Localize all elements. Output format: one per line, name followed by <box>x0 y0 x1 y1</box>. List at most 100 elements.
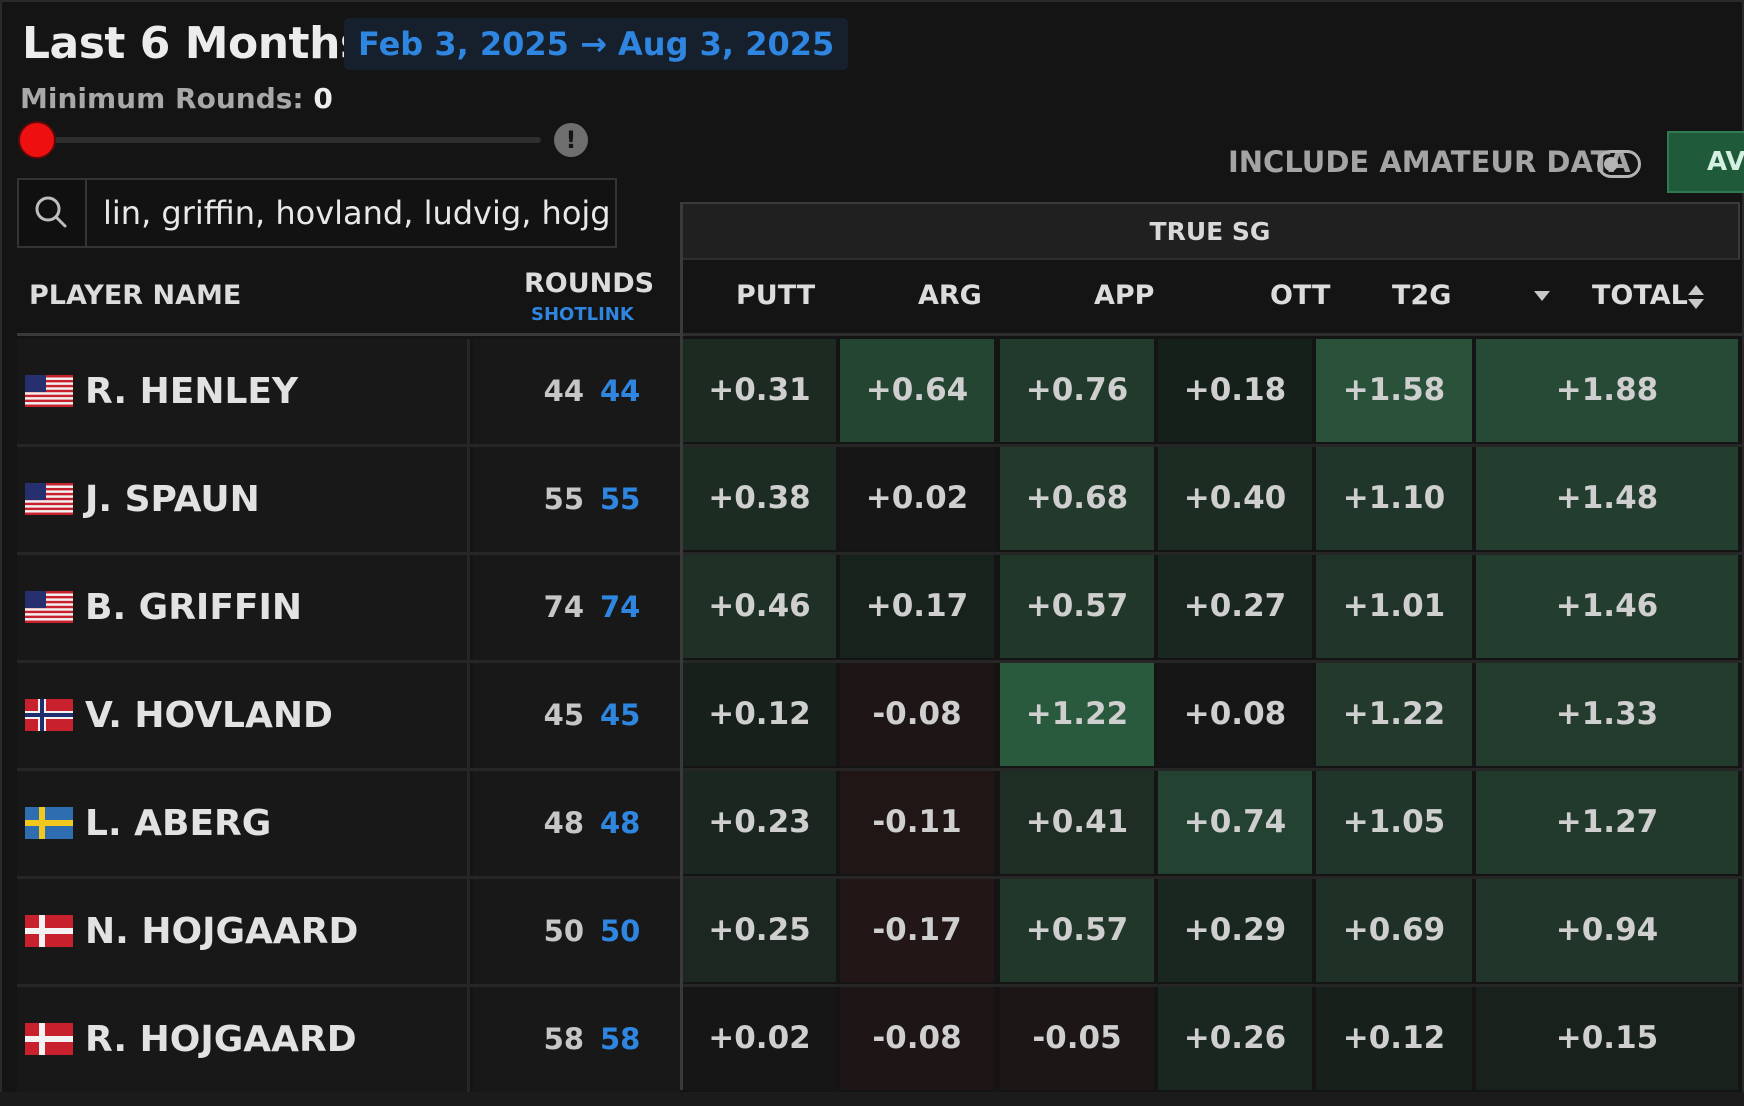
min-rounds-label: Minimum Rounds: 0 <box>20 82 333 115</box>
denmark-flag-icon <box>25 1023 73 1055</box>
rounds-cell: 45 45 <box>473 663 680 768</box>
rounds-value: 44 <box>543 374 584 408</box>
shotlink-rounds-value: 74 <box>600 590 641 624</box>
player-name[interactable]: R. HOJGAARD <box>85 1019 357 1060</box>
player-cell[interactable]: N. HOJGAARD <box>17 879 470 984</box>
min-rounds-value: 0 <box>313 82 333 115</box>
stat-cell-putt: +0.25 <box>683 879 836 982</box>
player-name[interactable]: N. HOJGAARD <box>85 911 359 952</box>
rounds-value: 74 <box>543 590 584 624</box>
rounds-cell: 74 74 <box>473 555 680 660</box>
rounds-cell: 55 55 <box>473 447 680 552</box>
info-icon[interactable]: ! <box>554 123 588 157</box>
stat-cell-arg: +0.64 <box>840 339 994 442</box>
player-cell[interactable]: L. ABERG <box>17 771 470 876</box>
us-flag-icon <box>25 375 73 407</box>
putt-header[interactable]: PUTT <box>736 280 816 311</box>
arg-header[interactable]: ARG <box>918 280 982 311</box>
min-rounds-text: Minimum Rounds: <box>20 82 304 115</box>
stat-cell-t2g: +1.22 <box>1316 663 1472 766</box>
stat-cell-putt: +0.23 <box>683 771 836 874</box>
rounds-header[interactable]: ROUNDS <box>524 268 655 299</box>
total-header[interactable]: TOTAL <box>1592 280 1688 311</box>
stat-cell-app: +0.41 <box>1000 771 1154 874</box>
player-name-header[interactable]: PLAYER NAME <box>29 280 242 311</box>
t2g-header[interactable]: T2G <box>1392 280 1452 311</box>
player-name[interactable]: J. SPAUN <box>85 479 260 520</box>
player-name[interactable]: B. GRIFFIN <box>85 587 303 628</box>
row-divider <box>17 768 1742 771</box>
stat-cell-app: +0.76 <box>1000 339 1154 442</box>
table-row[interactable]: B. GRIFFIN 74 74 +0.46 +0.17 +0.57 +0.27 +1.01 +… <box>17 555 1742 660</box>
stat-cell-ott: +0.40 <box>1158 447 1312 550</box>
avg-tab[interactable]: AVG <box>1667 131 1744 193</box>
stat-cell-app: +1.22 <box>1000 663 1154 766</box>
player-cell[interactable]: B. GRIFFIN <box>17 555 470 660</box>
stat-cell-ott: +0.29 <box>1158 879 1312 982</box>
t2g-dropdown-icon[interactable] <box>1534 291 1550 301</box>
player-name[interactable]: R. HENLEY <box>85 371 299 412</box>
rounds-value: 45 <box>543 698 584 732</box>
player-name[interactable]: V. HOVLAND <box>85 695 333 736</box>
table-row[interactable]: R. HENLEY 44 44 +0.31 +0.64 +0.76 +0.18 +1.58 +1… <box>17 339 1742 444</box>
stat-cell-t2g: +1.05 <box>1316 771 1472 874</box>
header-divider <box>680 333 1742 336</box>
include-amateur-label: INCLUDE AMATEUR DATA <box>1228 145 1631 179</box>
stat-cell-t2g: +1.10 <box>1316 447 1472 550</box>
stat-cell-putt: +0.02 <box>683 987 836 1090</box>
stat-cell-ott: +0.74 <box>1158 771 1312 874</box>
stat-cell-arg: +0.17 <box>840 555 994 658</box>
stat-cell-total: +1.88 <box>1476 339 1738 442</box>
table-row[interactable]: J. SPAUN 55 55 +0.38 +0.02 +0.68 +0.40 +1.10 +1.… <box>17 447 1742 552</box>
rounds-cell: 50 50 <box>473 879 680 984</box>
stat-cell-putt: +0.46 <box>683 555 836 658</box>
stat-cell-t2g: +0.12 <box>1316 987 1472 1090</box>
stat-cell-total: +1.33 <box>1476 663 1738 766</box>
stat-cell-putt: +0.31 <box>683 339 836 442</box>
player-name[interactable]: L. ABERG <box>85 803 272 844</box>
rounds-value: 58 <box>543 1022 584 1056</box>
shotlink-rounds-value: 48 <box>600 806 641 840</box>
shotlink-rounds-value: 45 <box>600 698 641 732</box>
stat-cell-app: +0.68 <box>1000 447 1154 550</box>
stat-cell-total: +1.27 <box>1476 771 1738 874</box>
true-sg-group-header: TRUE SG <box>680 202 1740 260</box>
true-sg-label: TRUE SG <box>1149 217 1271 246</box>
player-cell[interactable]: R. HOJGAARD <box>17 987 470 1092</box>
table-row[interactable]: V. HOVLAND 45 45 +0.12 -0.08 +1.22 +0.08 +1.22 +… <box>17 663 1742 768</box>
player-cell[interactable]: V. HOVLAND <box>17 663 470 768</box>
header-divider <box>17 333 680 336</box>
min-rounds-slider-track[interactable] <box>38 137 541 143</box>
rounds-cell: 48 48 <box>473 771 680 876</box>
player-cell[interactable]: J. SPAUN <box>17 447 470 552</box>
date-range-badge[interactable]: Feb 3, 2025 → Aug 3, 2025 <box>344 18 849 70</box>
stat-cell-putt: +0.12 <box>683 663 836 766</box>
search-input[interactable] <box>85 180 615 246</box>
stat-cell-app: +0.57 <box>1000 555 1154 658</box>
ott-header[interactable]: OTT <box>1270 280 1331 311</box>
norway-flag-icon <box>25 699 73 731</box>
row-divider <box>17 444 1742 447</box>
row-divider <box>17 876 1742 879</box>
rounds-value: 48 <box>543 806 584 840</box>
rounds-value: 50 <box>543 914 584 948</box>
app-header[interactable]: APP <box>1094 280 1155 311</box>
table-row[interactable]: L. ABERG 48 48 +0.23 -0.11 +0.41 +0.74 +1.05 +1.… <box>17 771 1742 876</box>
include-amateur-toggle[interactable] <box>1597 150 1641 178</box>
player-cell[interactable]: R. HENLEY <box>17 339 470 444</box>
rounds-cell: 58 58 <box>473 987 680 1092</box>
us-flag-icon <box>25 483 73 515</box>
table-row[interactable]: R. HOJGAARD 58 58 +0.02 -0.08 -0.05 +0.26 +0.12… <box>17 987 1742 1092</box>
stat-cell-t2g: +0.69 <box>1316 879 1472 982</box>
player-search <box>17 178 617 248</box>
table-row[interactable]: N. HOJGAARD 50 50 +0.25 -0.17 +0.57 +0.29 +0.69… <box>17 879 1742 984</box>
stat-cell-t2g: +1.01 <box>1316 555 1472 658</box>
stat-cell-app: -0.05 <box>1000 987 1154 1090</box>
min-rounds-slider-thumb[interactable] <box>20 123 54 157</box>
stat-cell-arg: +0.02 <box>840 447 994 550</box>
stat-cell-arg: -0.17 <box>840 879 994 982</box>
shotlink-rounds-value: 55 <box>600 482 641 516</box>
horizontal-scrollbar[interactable] <box>0 1092 1744 1106</box>
total-sort-icon[interactable] <box>1686 285 1706 311</box>
page-title: Last 6 Months <box>22 18 366 69</box>
